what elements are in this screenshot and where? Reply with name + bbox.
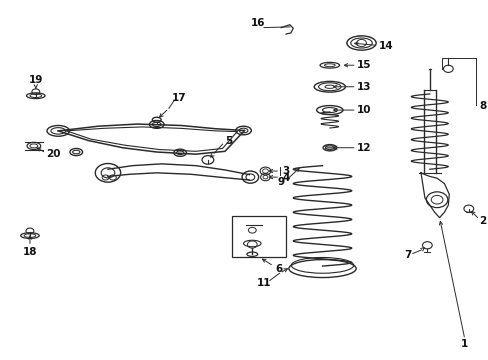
Text: 8: 8 [479,102,486,112]
Text: 19: 19 [29,75,43,85]
Text: 6: 6 [274,264,282,274]
Text: 12: 12 [356,143,370,153]
Text: 2: 2 [478,216,485,226]
Text: 16: 16 [250,18,265,28]
Text: 9: 9 [277,177,284,187]
Text: 15: 15 [356,60,370,70]
Bar [232,216,285,257]
Text: 4: 4 [282,173,289,183]
Text: 11: 11 [256,278,271,288]
Text: 10: 10 [356,105,370,116]
Text: 20: 20 [46,149,61,159]
Text: 7: 7 [404,249,411,260]
Text: 17: 17 [171,93,185,103]
Text: 3: 3 [282,166,289,176]
Text: 14: 14 [378,41,392,50]
Text: 13: 13 [356,82,370,93]
Text: 1: 1 [460,339,468,349]
Text: 18: 18 [22,247,37,257]
Text: 5: 5 [225,136,232,146]
